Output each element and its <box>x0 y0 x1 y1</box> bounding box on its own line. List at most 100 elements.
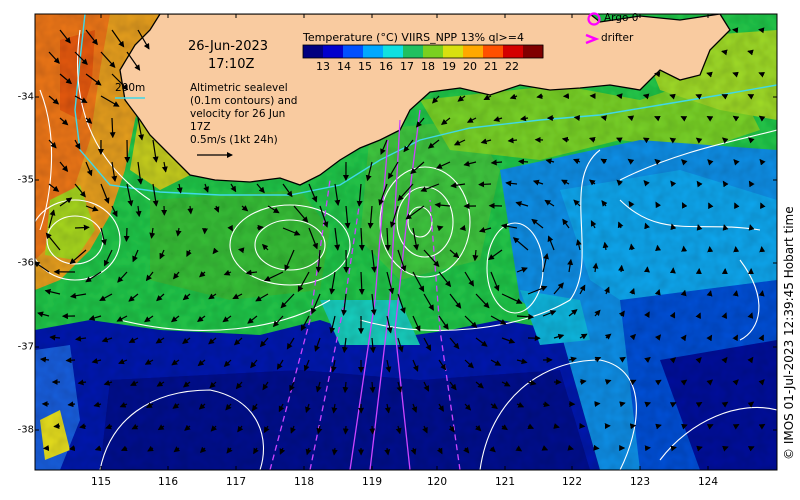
velocity-arrow <box>59 29 71 44</box>
velocity-arrow <box>542 252 549 273</box>
velocity-arrow <box>126 51 141 71</box>
colorbar-swatch <box>483 45 504 58</box>
colorbar-swatch <box>463 45 484 58</box>
velocity-arrow <box>628 200 635 208</box>
velocity-arrow <box>305 403 311 414</box>
velocity-arrow <box>732 290 739 297</box>
velocity-arrow <box>197 359 206 367</box>
velocity-arrow <box>137 117 145 141</box>
lon-tick-label: 117 <box>225 476 247 488</box>
velocity-arrow <box>378 183 388 206</box>
velocity-arrow <box>341 293 348 316</box>
velocity-arrow <box>438 315 449 330</box>
velocity-arrow <box>308 227 318 250</box>
velocity-arrow <box>278 403 285 413</box>
velocity-arrow <box>85 117 93 124</box>
velocity-arrow <box>721 312 728 319</box>
velocity-arrow <box>594 356 602 363</box>
velocity-arrow <box>516 358 528 365</box>
velocity-arrow <box>261 243 269 251</box>
velocity-arrow <box>279 447 286 455</box>
lat-tick-label: -35 <box>17 174 34 186</box>
velocity-arrow <box>573 114 581 121</box>
velocity-arrow <box>553 423 560 429</box>
velocity-arrow <box>369 425 376 435</box>
velocity-arrow <box>536 93 544 100</box>
velocity-arrow <box>758 334 764 342</box>
velocity-arrow <box>118 358 128 365</box>
velocity-arrow <box>116 315 128 322</box>
velocity-arrow <box>331 447 338 456</box>
velocity-arrow <box>706 379 714 386</box>
lat-tick-label: -38 <box>17 424 34 436</box>
velocity-arrow <box>722 180 729 188</box>
velocity-arrow <box>53 423 61 430</box>
velocity-arrow <box>590 220 597 229</box>
velocity-arrow <box>182 293 191 301</box>
lon-tick-label: 119 <box>361 476 383 488</box>
velocity-arrow <box>449 381 457 391</box>
velocity-arrow <box>732 334 738 342</box>
velocity-arrow <box>695 137 703 144</box>
velocity-arrow <box>171 359 180 366</box>
colorbar-tick-label: 14 <box>337 60 351 73</box>
velocity-arrow <box>74 51 88 66</box>
velocity-arrow <box>310 293 321 315</box>
velocity-arrow <box>573 158 581 165</box>
lon-tick-label: 116 <box>157 476 179 488</box>
velocity-arrow <box>450 182 466 189</box>
colorbar-tick-label: 17 <box>400 60 414 73</box>
velocity-arrow <box>308 183 318 203</box>
velocity-arrow <box>532 179 544 186</box>
velocity-arrow <box>758 290 765 297</box>
velocity-arrow <box>466 117 477 123</box>
velocity-arrow <box>547 235 555 251</box>
velocity-arrow <box>412 359 419 372</box>
velocity-arrow <box>389 205 399 228</box>
velocity-arrow <box>748 137 755 144</box>
velocity-arrow <box>208 337 217 345</box>
velocity-arrow <box>316 425 323 435</box>
velocity-arrow <box>568 309 578 317</box>
velocity-arrow <box>384 227 391 251</box>
velocity-arrow <box>490 403 498 409</box>
velocity-arrow <box>464 271 474 287</box>
velocity-arrow <box>356 183 363 207</box>
velocity-arrow <box>567 258 574 273</box>
colorbar-tick-label: 22 <box>505 60 519 73</box>
velocity-arrow <box>247 315 258 324</box>
velocity-arrow <box>706 71 713 78</box>
velocity-arrow <box>759 158 766 166</box>
velocity-arrow <box>223 269 232 276</box>
velocity-arrow <box>397 249 407 272</box>
lon-tick-label: 121 <box>494 476 516 488</box>
velocity-arrow <box>74 224 90 231</box>
velocity-arrow <box>527 423 535 429</box>
map-time: 17:10Z <box>208 57 255 72</box>
velocity-arrow <box>101 336 113 343</box>
velocity-arrow <box>226 447 233 454</box>
velocity-arrow <box>707 159 714 166</box>
velocity-arrow <box>602 241 609 251</box>
velocity-arrow <box>232 293 243 300</box>
velocity-arrow <box>210 425 217 432</box>
velocity-arrow <box>490 159 503 166</box>
velocity-arrow <box>342 381 349 394</box>
velocity-arrow <box>604 333 612 340</box>
lat-tick-label: -34 <box>17 91 34 103</box>
velocity-arrow <box>48 183 60 192</box>
velocity-arrow <box>629 333 637 341</box>
lon-tick-label: 122 <box>561 476 583 488</box>
velocity-arrow <box>267 205 280 214</box>
colorbar-swatch <box>503 45 524 58</box>
velocity-arrow <box>411 403 418 413</box>
velocity-arrow <box>161 161 168 173</box>
velocity-arrow <box>48 51 60 64</box>
velocity-arrow <box>642 93 650 100</box>
velocity-arrow <box>490 359 502 366</box>
velocity-arrow <box>696 224 703 231</box>
velocity-arrow <box>644 222 650 230</box>
velocity-arrow <box>128 293 139 302</box>
velocity-arrow <box>289 381 295 392</box>
velocity-arrow <box>105 423 113 430</box>
